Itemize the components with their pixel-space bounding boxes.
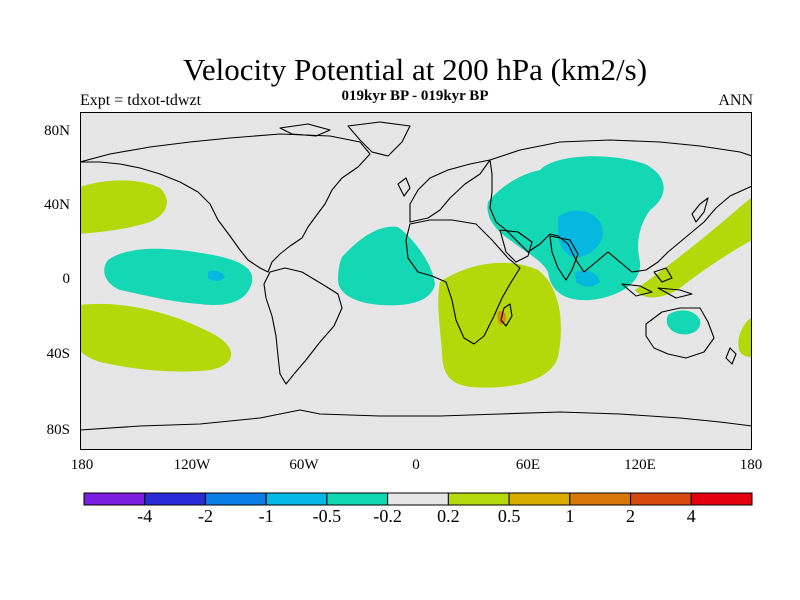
colorbar-label: -2: [197, 506, 213, 526]
colorbar-label: 2: [626, 506, 636, 526]
positive-anomaly-regions: [80, 180, 752, 388]
coastlines: [80, 121, 752, 431]
colorbar-box: [144, 492, 206, 506]
season-label: ANN: [718, 92, 753, 109]
y-tick-40s: 40S: [46, 346, 70, 362]
x-tick-120e: 120E: [624, 457, 656, 473]
colorbar-label: 0.2: [437, 506, 460, 526]
colorbar-box: [387, 492, 449, 506]
colorbar-box: [508, 492, 571, 506]
colorbar-box: [265, 492, 328, 506]
colorbar-box: [569, 492, 632, 506]
y-tick-80s: 80S: [46, 422, 70, 438]
y-tick-40n: 40N: [44, 197, 70, 213]
colorbar-box: [447, 492, 510, 506]
colorbar-label: -4: [137, 506, 153, 526]
colorbar-label: 0.5: [497, 506, 521, 526]
colorbar-box: [204, 492, 267, 506]
colorbar-label: -0.2: [373, 506, 402, 526]
map-frame: [80, 112, 752, 450]
colorbar-box: [690, 492, 753, 506]
colorbar-label: -0.5: [312, 506, 342, 526]
colorbar-label: 1: [565, 506, 575, 526]
y-tick-80n: 80N: [44, 123, 70, 139]
y-tick-0: 0: [62, 271, 71, 287]
colorbar-label: -1: [258, 506, 274, 526]
velocity-potential-map: [80, 112, 752, 450]
x-tick-120w: 120W: [173, 457, 211, 473]
x-tick-60w: 60W: [289, 457, 319, 473]
period-label: 019kyr BP - 019kyr BP: [341, 88, 489, 104]
colorbar: [83, 492, 753, 506]
experiment-label: Expt = tdxot-tdwzt: [80, 92, 202, 109]
x-tick-180e: 180: [739, 457, 763, 473]
colorbar-box: [326, 492, 389, 506]
colorbar-label: 4: [686, 506, 696, 526]
x-tick-180w: 180: [70, 457, 94, 473]
colorbar-box: [83, 492, 146, 506]
x-tick-0: 0: [412, 457, 420, 473]
x-tick-60e: 60E: [515, 457, 541, 473]
plot-title: Velocity Potential at 200 hPa (km2/s): [182, 52, 648, 87]
colorbar-box: [630, 492, 692, 506]
